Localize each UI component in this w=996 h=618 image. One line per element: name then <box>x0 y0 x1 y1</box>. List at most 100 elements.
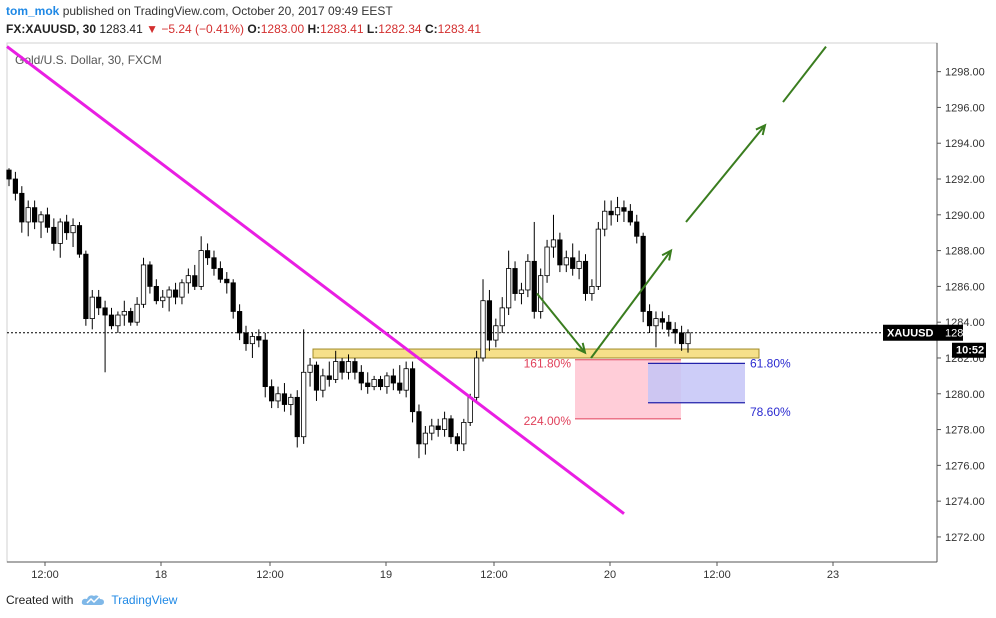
y-tick-label: 1286.00 <box>945 281 985 293</box>
projection-arrow-up-1-head <box>661 248 673 261</box>
candle-bearish <box>454 436 460 445</box>
candle-bullish <box>301 371 307 438</box>
candle-bullish <box>614 207 621 216</box>
candle-bearish <box>230 282 236 312</box>
candle-bullish <box>685 332 691 345</box>
candle-bearish <box>512 268 518 294</box>
candle-bullish <box>518 289 525 294</box>
candle-bullish <box>307 364 313 373</box>
downtrend-line <box>6 45 625 515</box>
candle-bearish <box>281 393 288 405</box>
candle-bullish <box>441 418 448 430</box>
candle-bearish <box>621 207 627 212</box>
projection-arrow-up-1 <box>590 250 672 359</box>
projection-arrow-down-head <box>575 342 587 355</box>
candle-bearish <box>64 221 70 234</box>
last-price-value: 1283.41 <box>945 328 985 340</box>
candle-bearish <box>192 275 198 287</box>
fib-label-161: 161.80% <box>524 357 572 371</box>
candle-bearish <box>237 311 243 334</box>
publish-text: published on TradingView.com, October 20… <box>62 4 393 18</box>
last-price-symbol: XAUUSD <box>887 328 934 340</box>
candle-bearish <box>397 382 403 391</box>
footer: Created with TradingView <box>6 593 177 607</box>
candle-bearish <box>435 425 441 430</box>
candle-bullish <box>198 250 204 287</box>
high-value: 1283.41 <box>320 22 364 36</box>
projection-arrow-up-2-head <box>755 123 767 136</box>
candle-bullish <box>70 225 76 234</box>
candle-bearish <box>659 318 665 323</box>
candle-bullish <box>403 368 409 391</box>
projection-arrow-down <box>536 292 586 354</box>
candle-bullish <box>384 375 390 388</box>
candle-bearish <box>365 382 371 388</box>
y-tick-label: 1278.00 <box>945 425 985 437</box>
countdown-tag <box>952 342 986 358</box>
open-value: 1283.00 <box>260 22 305 36</box>
candle-bullish <box>589 285 595 294</box>
x-tick-label: 19 <box>380 569 392 581</box>
candle-bullish <box>121 311 127 316</box>
created-with-text: Created with <box>6 593 74 607</box>
candle-bearish <box>108 314 115 327</box>
candle-bullish <box>25 207 31 223</box>
candle-bearish <box>294 396 300 438</box>
symbol-name: FX:XAUUSD, 30 <box>6 22 97 36</box>
candle-bearish <box>326 375 332 380</box>
x-tick-label: 12:00 <box>31 569 59 581</box>
x-tick-label: 20 <box>604 569 616 581</box>
x-tick-label: 12:00 <box>480 569 508 581</box>
candle-bearish <box>313 364 320 391</box>
candle-bearish <box>32 207 38 223</box>
fib-label-786: 78.60% <box>750 405 791 419</box>
author-name[interactable]: tom_mok <box>6 4 60 18</box>
candle-bearish <box>582 260 589 294</box>
candle-bearish <box>172 289 179 298</box>
candle-bearish <box>269 386 275 402</box>
candle-bearish <box>6 169 12 180</box>
candle-bearish <box>44 214 51 228</box>
candle-bullish <box>140 264 147 305</box>
tradingview-cloud-icon <box>82 595 105 605</box>
low-label: L: <box>366 22 379 36</box>
y-tick-label: 1292.00 <box>945 174 985 186</box>
candle-bearish <box>243 332 249 345</box>
candle-bearish <box>339 361 345 373</box>
y-tick-label: 1274.00 <box>945 496 985 508</box>
candle-bullish <box>57 221 63 244</box>
candle-bearish <box>19 192 25 223</box>
symbol-legend: FX:XAUUSD, 30 1283.41 ▼ −5.24 (−0.41%) O… <box>6 22 481 36</box>
y-tick-label: 1296.00 <box>945 102 985 114</box>
candle-bearish <box>627 210 633 223</box>
candle-bearish <box>256 336 262 341</box>
support-zone <box>312 348 760 359</box>
countdown-timer: 10:52 <box>956 345 984 357</box>
projection-arrow-up-2 <box>685 124 766 223</box>
candle-bearish <box>678 332 685 345</box>
candle-bullish <box>461 422 467 445</box>
candle-bullish <box>429 425 435 434</box>
last-price-tag <box>883 324 963 341</box>
tradingview-link[interactable]: TradingView <box>111 593 178 607</box>
candle-bullish <box>538 275 544 312</box>
high-label: H: <box>307 22 321 36</box>
candle-bearish <box>352 361 358 373</box>
x-tick-label: 12:00 <box>703 569 731 581</box>
y-tick-label: 1272.00 <box>945 532 985 544</box>
candle-bearish <box>224 278 230 284</box>
candle-bearish <box>557 239 563 266</box>
candle-bearish <box>204 250 211 259</box>
candle-bullish <box>134 303 140 323</box>
candle-bullish <box>499 307 505 327</box>
y-tick-label: 1294.00 <box>945 138 985 150</box>
candle-bearish <box>409 368 416 413</box>
x-tick-label: 23 <box>827 569 839 581</box>
candle-bullish <box>179 282 185 298</box>
y-tick-label: 1288.00 <box>945 246 985 258</box>
candle-bearish <box>211 257 217 269</box>
candle-bearish <box>377 379 384 388</box>
x-tick-label: 18 <box>155 569 167 581</box>
candle-bullish <box>38 214 44 223</box>
